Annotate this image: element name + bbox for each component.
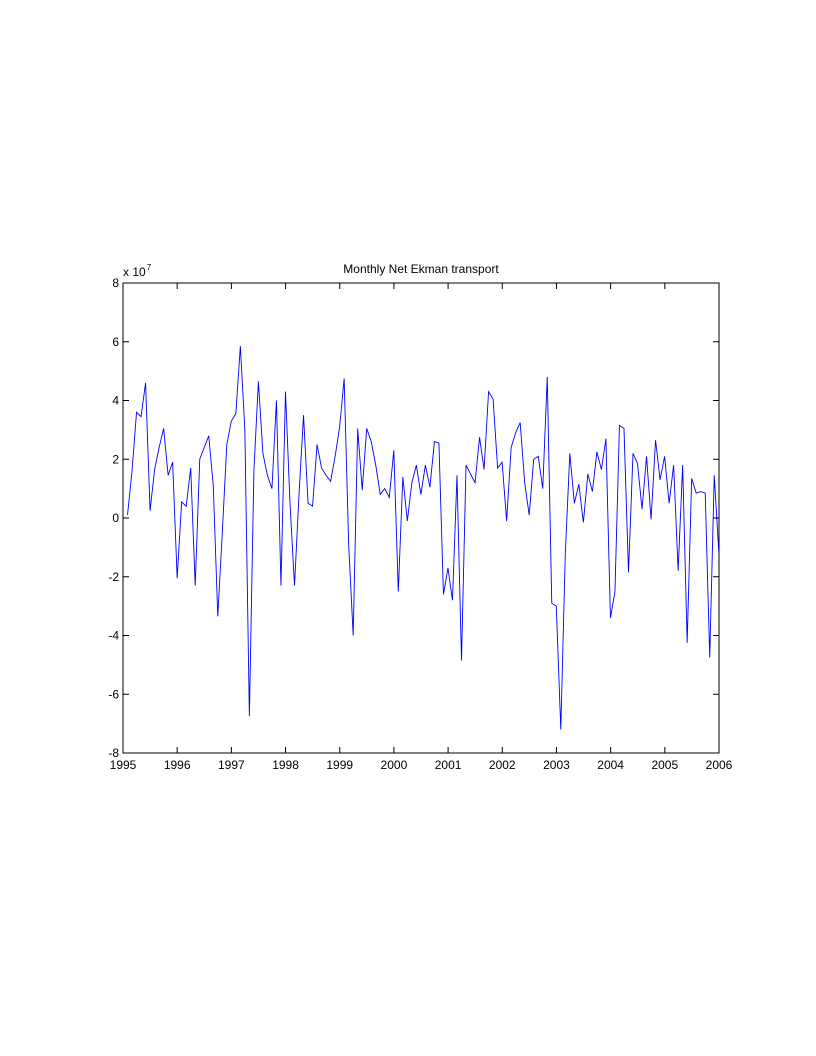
y-tick-label: 8 xyxy=(112,276,119,290)
x-tick-label: 2000 xyxy=(381,758,408,772)
chart-title: Monthly Net Ekman transport xyxy=(343,262,499,276)
y-tick-label: 4 xyxy=(112,394,119,408)
x-tick-label: 2002 xyxy=(489,758,516,772)
y-tick-label: -8 xyxy=(108,746,119,760)
y-tick-label: -2 xyxy=(108,570,119,584)
y-axis-multiplier-exponent: 7 xyxy=(147,263,152,272)
y-axis-multiplier: x 107 xyxy=(123,263,152,279)
series-line xyxy=(127,346,720,730)
y-tick-label: -4 xyxy=(108,629,119,643)
x-tick-label: 2006 xyxy=(706,758,733,772)
y-tick-label: 6 xyxy=(112,335,119,349)
x-tick-label: 2004 xyxy=(597,758,624,772)
x-tick-label: 1997 xyxy=(218,758,245,772)
x-tick-label: 2005 xyxy=(651,758,678,772)
x-tick-label: 1996 xyxy=(164,758,191,772)
x-axis: 1995 1996 1997 1998 1999 2000 2001 2002 2003 2004… xyxy=(110,283,733,772)
y-axis-multiplier-base: x 10 xyxy=(123,265,146,279)
y-tick-label: 2 xyxy=(112,452,119,466)
y-tick-label: 0 xyxy=(112,511,119,525)
x-tick-label: 1998 xyxy=(272,758,299,772)
x-tick-label: 2003 xyxy=(543,758,570,772)
plot-frame xyxy=(122,282,720,754)
y-axis: -8 -6 -4 -2 0 2 4 6 8 xyxy=(108,276,719,760)
y-tick-label: -6 xyxy=(108,687,119,701)
plot-area xyxy=(122,282,720,754)
x-tick-label: 1999 xyxy=(326,758,353,772)
x-tick-label: 2001 xyxy=(435,758,462,772)
x-tick-label: 1995 xyxy=(110,758,137,772)
